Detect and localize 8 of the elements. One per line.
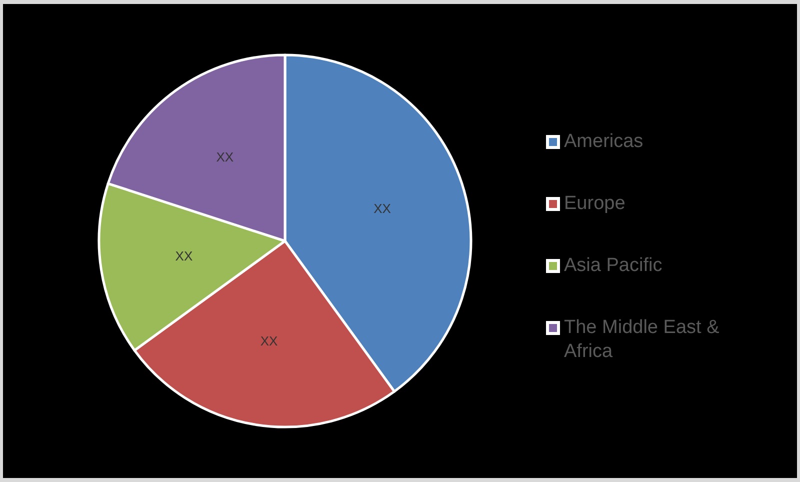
legend-label: Europe — [564, 193, 626, 214]
legend-label: Asia Pacific — [564, 255, 662, 276]
data-label: XX — [374, 200, 392, 216]
legend-label: Americas — [564, 131, 644, 152]
data-label: XX — [216, 150, 234, 165]
legend-label: The Middle East & Africa — [564, 317, 720, 362]
data-label: XX — [175, 248, 193, 264]
data-label: XX — [260, 333, 278, 348]
